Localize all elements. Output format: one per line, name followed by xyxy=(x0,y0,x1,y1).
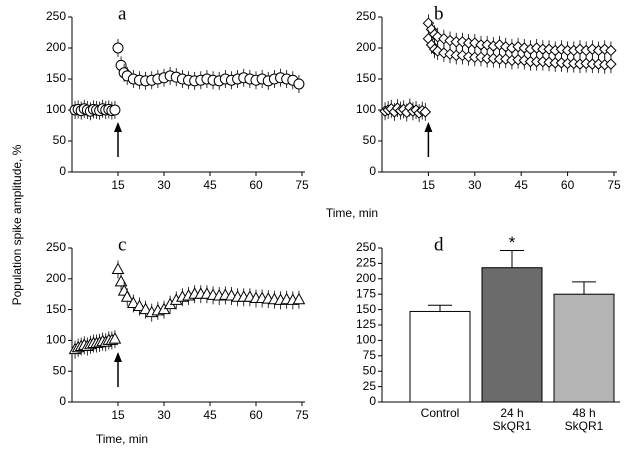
arrow-head xyxy=(114,122,122,132)
y-tick-label: 50 xyxy=(53,363,67,377)
y-tick-label: 250 xyxy=(356,240,376,254)
marker xyxy=(419,106,432,118)
x-tick-label: 60 xyxy=(561,178,575,192)
marker xyxy=(139,302,152,315)
y-tick-label: 250 xyxy=(46,9,66,23)
x-tick-label: 15 xyxy=(111,178,125,192)
x-tick-label: 30 xyxy=(157,408,171,422)
x-tick-label: 60 xyxy=(249,408,263,422)
arrow-head xyxy=(114,352,122,362)
y-tick-label: 0 xyxy=(369,164,376,178)
y-axis-label: Population spike amplitude, % xyxy=(10,144,24,305)
x-tick-label: 24 h SkQR1 xyxy=(492,406,532,433)
y-tick-label: 50 xyxy=(53,133,67,147)
x-tick-label: 48 h SkQR1 xyxy=(564,406,604,433)
y-tick-label: 75 xyxy=(363,348,377,362)
y-tick-label: 200 xyxy=(356,271,376,285)
x-tick-label: 45 xyxy=(515,178,529,192)
marker xyxy=(108,332,122,344)
marker xyxy=(112,42,124,54)
y-tick-label: 100 xyxy=(46,102,66,116)
marker xyxy=(605,58,617,70)
x-tick-label: 45 xyxy=(203,408,217,422)
y-tick-label: 250 xyxy=(46,240,66,254)
x-tick-label: 75 xyxy=(295,408,309,422)
panel-label: b xyxy=(434,3,444,24)
y-tick-label: 25 xyxy=(363,379,377,393)
marker xyxy=(133,299,146,312)
y-tick-label: 150 xyxy=(46,71,66,85)
y-tick-label: 225 xyxy=(356,256,376,270)
x-tick-label: 60 xyxy=(249,178,263,192)
y-tick-label: 50 xyxy=(363,133,377,147)
y-tick-label: 100 xyxy=(356,102,376,116)
y-tick-label: 100 xyxy=(356,333,376,347)
x-tick-label: 30 xyxy=(468,178,482,192)
x-tick-label: 75 xyxy=(607,178,621,192)
marker xyxy=(109,104,121,116)
bar xyxy=(481,267,543,403)
marker xyxy=(111,262,125,275)
y-tick-label: 200 xyxy=(46,271,66,285)
marker xyxy=(120,290,134,302)
y-tick-label: 175 xyxy=(356,286,376,300)
y-tick-label: 50 xyxy=(363,363,377,377)
marker xyxy=(126,296,140,308)
arrow-head xyxy=(424,122,433,132)
y-tick-label: 200 xyxy=(46,40,66,54)
y-tick-label: 250 xyxy=(356,9,376,23)
panel-label: d xyxy=(434,234,444,255)
bar xyxy=(553,293,615,403)
marker xyxy=(293,78,305,90)
x-tick-label: 15 xyxy=(111,408,125,422)
y-tick-label: 125 xyxy=(356,317,376,331)
x-tick-label: 45 xyxy=(203,178,217,192)
x-tick-label: 15 xyxy=(422,178,436,192)
x-axis-label: Time, min xyxy=(96,432,148,446)
marker xyxy=(114,274,128,287)
y-tick-label: 0 xyxy=(59,394,66,408)
marker xyxy=(292,292,306,305)
y-tick-label: 150 xyxy=(356,302,376,316)
bar xyxy=(409,310,471,403)
y-tick-label: 150 xyxy=(46,302,66,316)
x-axis-label: Time, min xyxy=(326,206,378,220)
y-tick-label: 0 xyxy=(59,164,66,178)
x-tick-label: Control xyxy=(420,406,460,420)
panel-label: c xyxy=(118,234,126,255)
marker xyxy=(500,53,512,65)
panel-label: a xyxy=(118,3,127,24)
y-tick-label: 200 xyxy=(356,40,376,54)
x-tick-label: 30 xyxy=(157,178,171,192)
y-tick-label: 150 xyxy=(356,71,376,85)
annotation: * xyxy=(509,233,516,252)
y-tick-label: 100 xyxy=(46,333,66,347)
x-tick-label: 75 xyxy=(295,178,309,192)
y-tick-label: 0 xyxy=(369,394,376,408)
